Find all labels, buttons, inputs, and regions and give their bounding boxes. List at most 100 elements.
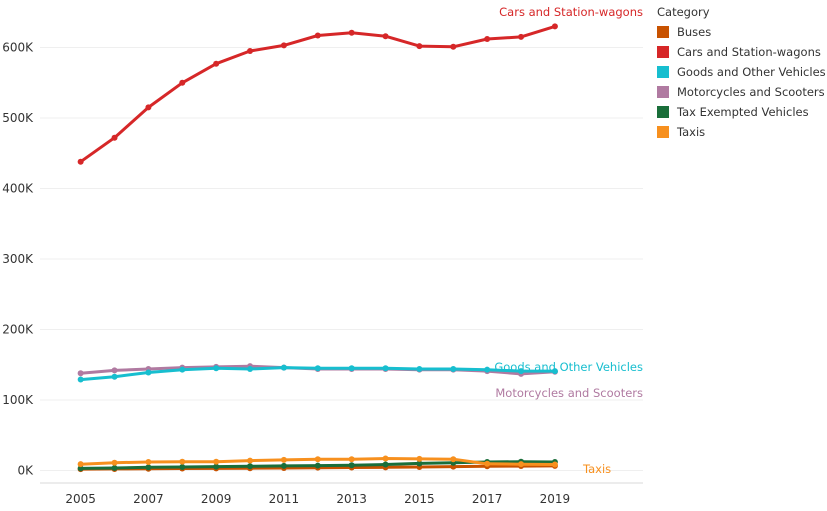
data-point bbox=[247, 365, 254, 372]
data-point bbox=[484, 460, 491, 467]
x-tick-label: 2017 bbox=[472, 492, 503, 506]
data-point bbox=[77, 461, 84, 468]
legend: Category Buses Cars and Station-wagons Goo… bbox=[657, 5, 826, 142]
legend-label: Motorcycles and Scooters bbox=[677, 85, 825, 99]
y-tick-label: 300K bbox=[2, 252, 34, 266]
data-point bbox=[111, 465, 118, 472]
data-point bbox=[551, 23, 558, 30]
data-point bbox=[145, 104, 152, 111]
data-point bbox=[484, 36, 491, 43]
series-cars-and-station-wagons bbox=[77, 23, 558, 165]
data-point bbox=[314, 456, 321, 463]
legend-title: Category bbox=[657, 5, 710, 19]
legend-swatch bbox=[657, 126, 669, 138]
y-tick-label: 100K bbox=[2, 393, 34, 407]
legend-swatch bbox=[657, 66, 669, 78]
data-point bbox=[348, 462, 355, 469]
data-point bbox=[179, 463, 186, 470]
legend-label: Taxis bbox=[677, 125, 706, 139]
data-point bbox=[280, 42, 287, 49]
series-end-label: Motorcycles and Scooters bbox=[495, 386, 643, 400]
data-point bbox=[348, 456, 355, 463]
x-tick-label: 2019 bbox=[540, 492, 571, 506]
data-point bbox=[111, 373, 118, 380]
series-end-label: Taxis bbox=[582, 462, 611, 476]
gridlines bbox=[40, 47, 643, 471]
data-point bbox=[518, 33, 525, 40]
y-axis: 0K 100K 200K 300K 400K 500K 600K bbox=[2, 41, 34, 478]
data-point bbox=[551, 368, 558, 375]
data-point bbox=[484, 366, 491, 373]
data-point bbox=[314, 462, 321, 469]
data-point bbox=[111, 134, 118, 141]
x-axis: 2005 2007 2009 2011 2013 2015 2017 2019 bbox=[40, 482, 643, 506]
data-point bbox=[518, 368, 525, 375]
legend-item[interactable]: Motorcycles and Scooters bbox=[657, 82, 826, 102]
data-point bbox=[314, 365, 321, 372]
y-tick-label: 200K bbox=[2, 323, 34, 337]
data-point bbox=[382, 33, 389, 40]
legend-swatch bbox=[657, 86, 669, 98]
legend-item[interactable]: Buses bbox=[657, 22, 826, 42]
legend-item[interactable]: Taxis bbox=[657, 122, 826, 142]
data-point bbox=[382, 461, 389, 468]
legend-item[interactable]: Tax Exempted Vehicles bbox=[657, 102, 826, 122]
data-point bbox=[111, 459, 118, 466]
legend-label: Goods and Other Vehicles bbox=[677, 65, 826, 79]
x-tick-label: 2015 bbox=[404, 492, 435, 506]
data-point bbox=[280, 456, 287, 463]
data-point bbox=[179, 366, 186, 373]
series-layer bbox=[77, 23, 558, 473]
data-point bbox=[382, 455, 389, 462]
series-end-label: Cars and Station-wagons bbox=[499, 5, 643, 19]
data-point bbox=[450, 456, 457, 463]
data-point bbox=[518, 461, 525, 468]
data-point bbox=[416, 455, 423, 462]
data-point bbox=[280, 364, 287, 371]
data-point bbox=[179, 458, 186, 465]
legend-label: Tax Exempted Vehicles bbox=[677, 105, 809, 119]
y-tick-label: 600K bbox=[2, 41, 34, 55]
data-point bbox=[450, 365, 457, 372]
data-point bbox=[77, 158, 84, 165]
data-point bbox=[213, 60, 220, 67]
y-tick-label: 500K bbox=[2, 111, 34, 125]
data-point bbox=[213, 458, 220, 465]
x-tick-label: 2007 bbox=[133, 492, 164, 506]
legend-label: Cars and Station-wagons bbox=[677, 45, 821, 59]
data-point bbox=[77, 465, 84, 472]
y-tick-label: 0K bbox=[17, 464, 34, 478]
legend-label: Buses bbox=[677, 25, 712, 39]
data-point bbox=[416, 460, 423, 467]
data-point bbox=[213, 463, 220, 470]
legend-items: Buses Cars and Station-wagons Goods and Ot… bbox=[657, 22, 826, 142]
legend-swatch bbox=[657, 46, 669, 58]
end-labels: Cars and Station-wagons Goods and Other V… bbox=[494, 5, 643, 476]
x-tick-label: 2005 bbox=[65, 492, 96, 506]
data-point bbox=[111, 367, 118, 374]
legend-item[interactable]: Cars and Station-wagons bbox=[657, 42, 826, 62]
x-tick-label: 2009 bbox=[201, 492, 232, 506]
legend-swatch bbox=[657, 106, 669, 118]
x-tick-label: 2011 bbox=[269, 492, 300, 506]
data-point bbox=[145, 464, 152, 471]
data-point bbox=[247, 457, 254, 464]
data-point bbox=[450, 43, 457, 50]
series-goods-and-other-vehicles bbox=[77, 364, 558, 383]
data-point bbox=[280, 462, 287, 469]
y-tick-label: 400K bbox=[2, 182, 34, 196]
series-taxis bbox=[77, 455, 558, 468]
data-point bbox=[247, 48, 254, 55]
series-line bbox=[79, 24, 557, 164]
data-point bbox=[416, 43, 423, 50]
data-point bbox=[145, 459, 152, 466]
data-point bbox=[551, 461, 558, 468]
data-point bbox=[348, 365, 355, 372]
legend-item[interactable]: Goods and Other Vehicles bbox=[657, 62, 826, 82]
data-point bbox=[77, 370, 84, 377]
data-point bbox=[77, 376, 84, 383]
data-point bbox=[314, 32, 321, 39]
data-point bbox=[213, 365, 220, 372]
data-point bbox=[382, 365, 389, 372]
